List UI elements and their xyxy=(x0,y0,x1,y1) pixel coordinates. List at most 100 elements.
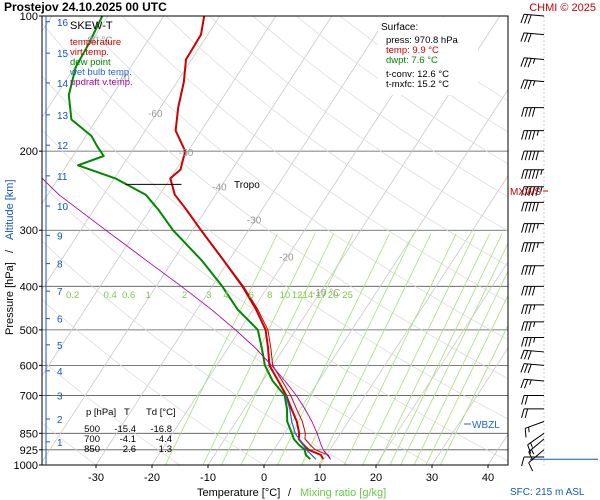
barb-flag xyxy=(524,304,529,315)
temperature-tick-label: 40 xyxy=(482,472,494,484)
mixing-ratio-label: 10 xyxy=(280,290,291,301)
barb-flag xyxy=(531,169,536,179)
wind-barb xyxy=(524,421,545,438)
table-cell: -15.4 xyxy=(114,424,136,435)
isotherm-line xyxy=(319,175,508,465)
altitude-tick-label: 7 xyxy=(57,287,63,298)
isotherm-line xyxy=(42,16,277,377)
barb-flag xyxy=(528,186,532,196)
barb-flag xyxy=(531,265,536,275)
isotherm-line xyxy=(431,347,508,465)
barb-half-flag xyxy=(533,304,536,311)
isotherm-line xyxy=(42,16,109,119)
dry-adiabat xyxy=(252,16,508,198)
mixing-ratio-line xyxy=(425,294,508,465)
pressure-tick-label: 925 xyxy=(20,445,38,457)
wind-barb xyxy=(521,456,544,467)
altitude-tick-label: 4 xyxy=(57,367,63,378)
dry-adiabat xyxy=(42,240,349,465)
mixing-ratio-line xyxy=(400,242,508,465)
barb-flag xyxy=(528,286,532,296)
dry-adiabat xyxy=(42,359,181,465)
mixing-ratio-line xyxy=(240,233,354,465)
barb-flag xyxy=(531,130,536,140)
barb-flag xyxy=(528,265,532,275)
mixing-ratio-line xyxy=(440,324,508,465)
barb-half-flag xyxy=(530,442,533,448)
barb-flag xyxy=(521,321,525,332)
mixing-ratio-line xyxy=(221,233,334,465)
barb-flag xyxy=(531,151,536,161)
barb-half-flag xyxy=(528,427,530,433)
wbzl-label: WBZL xyxy=(472,420,500,431)
mixing-ratio-label: 3 xyxy=(206,290,211,301)
barb-flag xyxy=(524,408,529,419)
legend-item-virt-temp: virt.temp. xyxy=(70,47,109,58)
temperature-tick-label: 0 xyxy=(261,472,267,484)
barb-flag xyxy=(524,107,529,117)
legend-item-updraft: updraft v.temp. xyxy=(70,77,133,88)
isotherm-line xyxy=(42,16,165,205)
altitude-tick-label: 3 xyxy=(57,391,63,402)
isotherm-label: -20 xyxy=(279,252,294,263)
barb-half-flag xyxy=(530,449,535,455)
barb-flag xyxy=(520,32,525,42)
isotherm-line xyxy=(375,261,508,465)
dry-adiabat xyxy=(78,16,508,341)
barb-flag xyxy=(524,265,529,275)
barb-flag xyxy=(521,186,525,196)
pressure-tick-label: 200 xyxy=(20,146,38,158)
wind-barb xyxy=(521,150,544,161)
altitude-tick-label: 8 xyxy=(57,260,63,271)
barb-flag xyxy=(521,265,525,275)
wind-barb xyxy=(521,223,544,233)
barb-flag xyxy=(524,242,529,252)
isotherm-label: -70 xyxy=(115,74,130,85)
temperature-tick-label: -30 xyxy=(88,472,104,484)
barb-flag xyxy=(524,57,529,68)
wind-barb xyxy=(520,32,545,43)
barb-shaft xyxy=(527,432,545,446)
barb-flag xyxy=(528,304,532,315)
altitude-tick-label: 16 xyxy=(57,18,69,29)
barb-flag xyxy=(520,350,525,360)
barb-flag xyxy=(528,202,532,212)
y-axis-label-separator: / xyxy=(4,249,16,253)
table-header-td: Td [°C] xyxy=(146,407,176,418)
x-axis-label-mixing: Mixing ratio [g/kg] xyxy=(300,487,386,499)
barb-flag xyxy=(521,107,525,117)
barb-flag xyxy=(520,79,525,89)
altitude-tick-label: 5 xyxy=(57,341,63,352)
barb-flag xyxy=(528,321,532,332)
mixing-ratio-line xyxy=(277,233,390,465)
table-header-p: p [hPa] xyxy=(86,407,116,418)
wind-barb xyxy=(521,336,544,347)
barb-flag xyxy=(524,202,529,212)
wind-barb xyxy=(520,13,545,24)
wind-barb xyxy=(520,79,545,90)
mixing-ratio-label: 1 xyxy=(146,290,151,301)
barb-flag xyxy=(524,321,529,332)
barb-shaft xyxy=(528,438,545,453)
wind-barb xyxy=(521,285,544,296)
surface-temp: temp: 9.9 °C xyxy=(386,45,439,56)
barb-flag xyxy=(524,14,529,24)
barb-flag xyxy=(528,242,532,252)
temperature-tick-label: 10 xyxy=(314,472,326,484)
pressure-tick-label: 500 xyxy=(20,325,38,337)
wind-barb xyxy=(521,201,544,212)
isotherm-line xyxy=(42,16,333,463)
isotherm-label: -60 xyxy=(148,109,163,120)
barb-half-flag xyxy=(532,80,536,86)
barb-flag xyxy=(531,186,536,196)
isotherm-line xyxy=(95,16,389,465)
barb-flag xyxy=(520,57,525,67)
tropopause-label: Tropo xyxy=(234,180,260,191)
barb-flag xyxy=(521,202,525,212)
barb-flag xyxy=(521,130,525,140)
plot-frame xyxy=(41,15,509,466)
temperature-tick-label: 30 xyxy=(426,472,438,484)
barb-flag xyxy=(527,350,532,360)
